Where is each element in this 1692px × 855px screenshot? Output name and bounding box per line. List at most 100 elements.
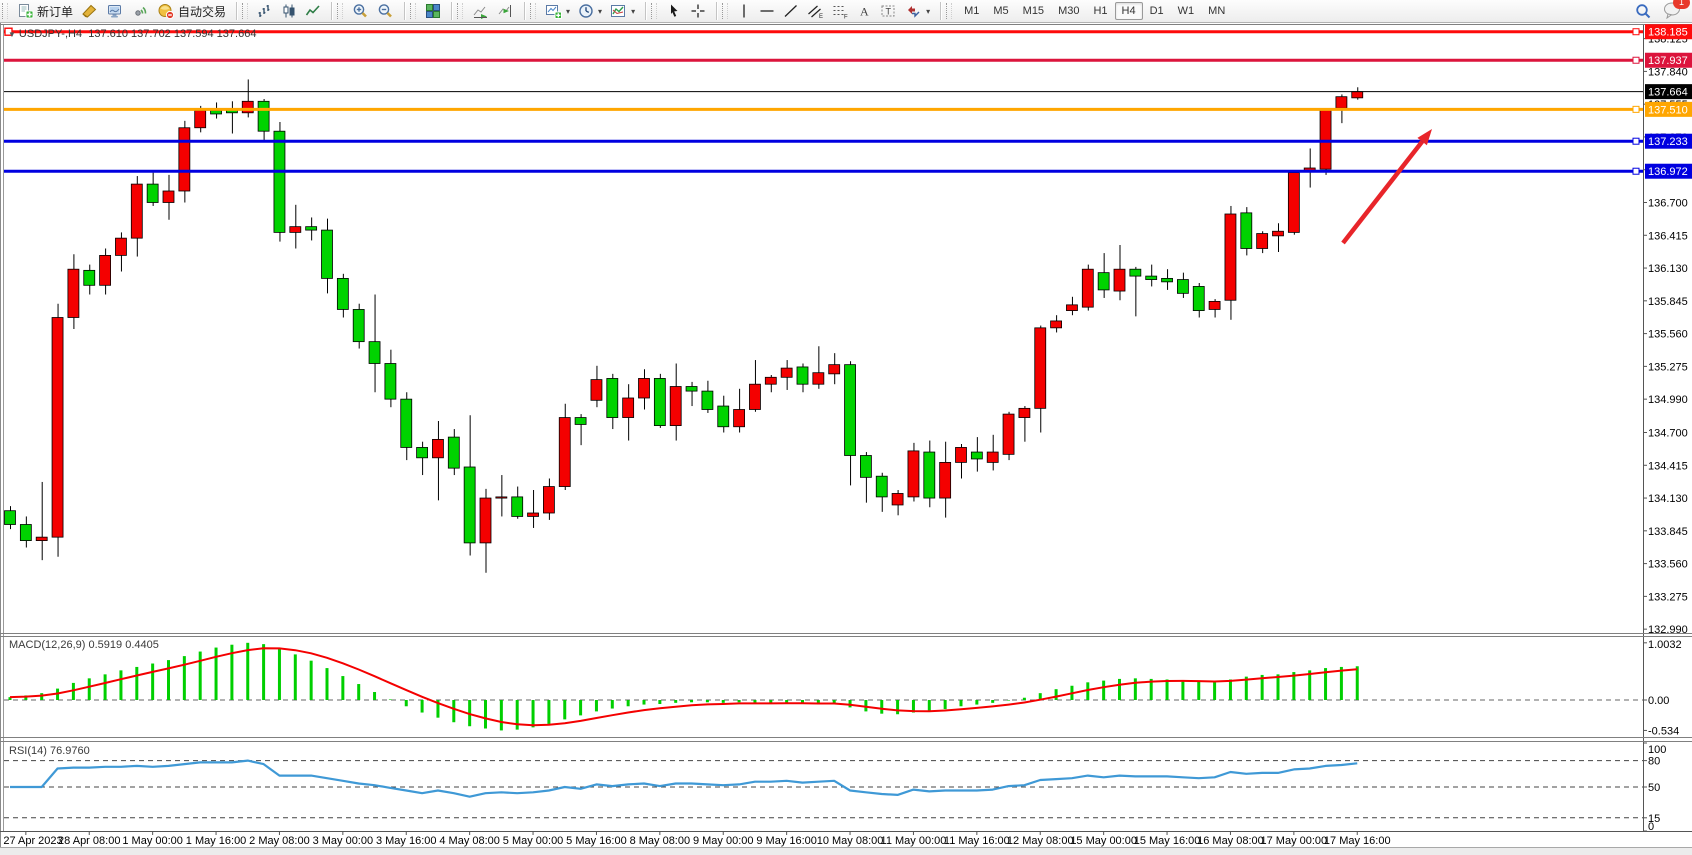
timeframe-m15-button[interactable]: M15	[1016, 2, 1051, 20]
market-watch-button[interactable]	[102, 2, 128, 20]
timeframe-d1-button[interactable]: D1	[1143, 2, 1171, 20]
timeframe-m5-button[interactable]: M5	[986, 2, 1015, 20]
candle-bullish	[543, 486, 555, 514]
profile-button[interactable]	[77, 2, 102, 20]
candle-bullish	[669, 386, 682, 426]
price-badge	[1645, 24, 1692, 40]
zoom-out-button[interactable]	[373, 2, 398, 20]
candle-bearish	[146, 183, 159, 203]
time-tick-label: 11 May 00:00	[881, 835, 947, 847]
candle-bearish	[1177, 279, 1189, 294]
candle-bullish	[241, 100, 254, 114]
candlestick-chart-button[interactable]	[277, 2, 301, 20]
candle-bullish	[1224, 213, 1237, 301]
trendline-icon	[784, 5, 798, 17]
time-tick-label: 3 May 00:00	[313, 835, 374, 847]
timeframe-m1-button[interactable]: M1	[957, 2, 986, 20]
timeframe-w1-button[interactable]: W1	[1171, 2, 1202, 20]
cursor-tool-button[interactable]	[662, 2, 686, 20]
candle-bullish	[115, 237, 127, 256]
clock-icon	[579, 4, 593, 18]
line-chart-button[interactable]	[301, 2, 325, 20]
channel-tool-button[interactable]: E	[803, 2, 828, 20]
time-tick-label: 5 May 16:00	[566, 835, 627, 847]
search-button[interactable]	[1630, 2, 1656, 20]
rsi-axis-label: 0	[1648, 821, 1654, 833]
candle-bearish	[511, 496, 524, 517]
horizontal-line-tool-button[interactable]	[755, 2, 779, 20]
price-tick-label: 134.415	[1648, 460, 1688, 472]
candle-bearish	[1145, 275, 1158, 280]
candle-bullish	[907, 450, 920, 498]
indicators-icon	[611, 5, 626, 17]
candle-bullish	[812, 372, 825, 385]
candle-bullish	[1018, 407, 1031, 418]
price-badge	[1645, 84, 1692, 100]
chart-shift-button[interactable]	[493, 2, 518, 20]
candle-bullish	[162, 190, 175, 203]
new-chart-button[interactable]: ▾	[541, 2, 574, 20]
timeframe-m30-button[interactable]: M30	[1051, 2, 1086, 20]
candle-bullish	[638, 378, 650, 399]
price-tick-label: 135.275	[1648, 361, 1688, 373]
candle-bullish	[432, 438, 444, 459]
line-handle	[1632, 56, 1640, 64]
candle-bearish	[844, 364, 856, 456]
time-tick-label: 1 May 00:00	[122, 835, 183, 847]
timeframe-h1-button[interactable]: H1	[1086, 2, 1114, 20]
time-tick-label: 17 May 16:00	[1324, 835, 1391, 847]
new-order-icon	[19, 4, 34, 19]
candle-bearish	[83, 269, 96, 286]
timeframe-switcher: M1 M5 M15 M30 H1 H4 D1 W1 MN	[954, 0, 1235, 22]
vertical-line-tool-button[interactable]	[733, 2, 755, 20]
candle-bullish	[1287, 172, 1300, 233]
candle-bullish	[891, 493, 904, 506]
rsi-axis-label: 50	[1648, 782, 1660, 794]
candle-bullish	[1256, 233, 1269, 249]
candle-bearish	[4, 510, 16, 525]
fibonacci-tool-button[interactable]: F	[828, 2, 853, 20]
chart-canvas[interactable]: 138.125137.840137.555137.270136.985136.7…	[0, 23, 1692, 855]
price-tick-label: 135.845	[1648, 296, 1688, 308]
candle-bearish	[321, 229, 333, 279]
text-tool-button[interactable]: A	[853, 2, 876, 20]
line-handle	[1632, 167, 1640, 175]
candle-bullish	[828, 364, 841, 375]
timeframe-h4-button[interactable]: H4	[1114, 2, 1143, 20]
zoom-in-button[interactable]	[348, 2, 373, 20]
chevron-down-icon: ▾	[631, 6, 636, 16]
tile-windows-button[interactable]	[421, 2, 445, 20]
terminal-icon	[108, 5, 122, 18]
text-label-tool-button[interactable]: T	[876, 2, 901, 20]
candle-bullish	[51, 317, 64, 538]
trendline-tool-button[interactable]	[779, 2, 803, 20]
notifications-button[interactable]: 1	[1662, 0, 1690, 22]
candle-bullish	[527, 512, 539, 517]
period-button[interactable]: ▾	[574, 2, 606, 20]
bar-chart-button[interactable]	[253, 2, 277, 20]
price-badge	[1645, 163, 1692, 179]
candle-bullish	[479, 497, 492, 544]
time-tick-label: 28 Apr 08:00	[58, 835, 120, 847]
time-tick-label: 15 May 00:00	[1070, 835, 1137, 847]
price-badge	[1645, 133, 1692, 149]
timeframe-mn-button[interactable]: MN	[1201, 2, 1232, 20]
autotrading-label: 自动交易	[178, 4, 227, 19]
candle-bullish	[780, 367, 793, 378]
auto-scroll-button[interactable]	[468, 2, 493, 20]
indicators-button[interactable]: ▾	[606, 2, 639, 20]
candle-bullish	[289, 226, 302, 233]
arrow-annotation[interactable]	[1341, 129, 1432, 245]
svg-text:F: F	[844, 15, 848, 20]
autotrading-button[interactable]: 自动交易	[153, 2, 230, 20]
chart-window: 138.125137.840137.555137.270136.985136.7…	[0, 23, 1692, 855]
macd-signal-line	[9, 647, 1358, 727]
toolbar-grip	[2, 3, 8, 19]
new-order-button[interactable]: 新订单	[13, 2, 77, 20]
arrows-tool-button[interactable]: ▾	[901, 2, 934, 20]
zoom-out-icon	[378, 4, 392, 18]
signals-button[interactable]	[128, 2, 153, 20]
crosshair-tool-button[interactable]	[686, 2, 710, 20]
time-tick-label: 2 May 08:00	[249, 835, 310, 847]
candle-bullish	[130, 183, 143, 239]
